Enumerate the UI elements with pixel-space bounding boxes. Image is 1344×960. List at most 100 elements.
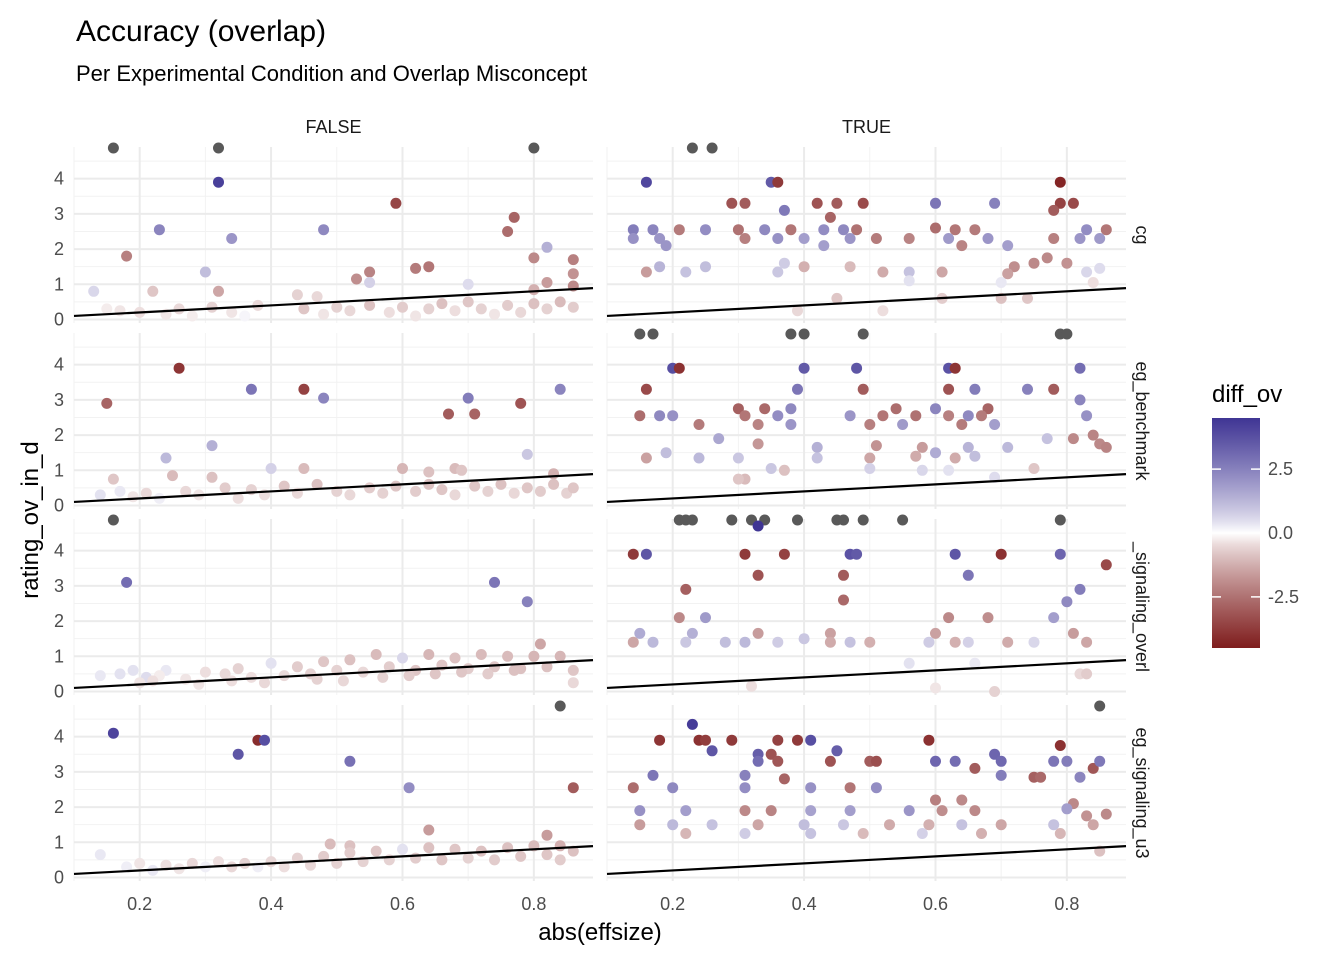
data-point — [226, 675, 238, 687]
data-point — [969, 450, 981, 462]
data-point — [864, 419, 876, 430]
data-point — [778, 257, 790, 269]
data-point — [949, 362, 961, 374]
data-point — [423, 478, 435, 490]
data-point — [752, 419, 764, 430]
data-point — [449, 489, 461, 501]
data-point — [713, 433, 725, 445]
data-point — [1074, 362, 1086, 374]
data-point — [627, 233, 639, 244]
data-point — [107, 514, 119, 526]
data-point — [989, 686, 1001, 697]
data-point — [916, 828, 928, 839]
data-point — [1074, 771, 1086, 783]
data-point — [792, 305, 803, 317]
data-point — [989, 197, 1001, 209]
data-point — [1061, 755, 1073, 767]
data-point — [94, 670, 106, 682]
data-point — [206, 471, 218, 483]
data-point — [824, 636, 836, 648]
data-point — [528, 284, 540, 296]
panel-cg-FALSE: 0 1 2 3 4 — [54, 142, 594, 329]
data-point — [1054, 740, 1066, 751]
data-point — [567, 301, 579, 313]
data-point — [1022, 292, 1033, 304]
data-point — [739, 636, 751, 648]
y-tick-label: 3 — [54, 204, 64, 224]
data-point — [798, 819, 810, 831]
data-point — [173, 362, 185, 374]
data-point — [1100, 441, 1112, 453]
data-point — [318, 850, 330, 862]
data-point — [627, 636, 639, 648]
data-point — [318, 392, 330, 404]
data-point — [495, 478, 507, 490]
data-point — [469, 408, 481, 420]
data-point — [521, 482, 533, 494]
data-point — [930, 222, 941, 234]
data-point — [219, 668, 231, 680]
data-point — [627, 782, 639, 794]
data-point — [805, 805, 817, 817]
panel-eg_signaling_u3-FALSE: 0 1 2 3 4 0.2 0.4 0.6 0.8 — [54, 700, 594, 914]
data-point — [462, 278, 474, 290]
data-point — [1100, 559, 1112, 571]
data-point — [700, 612, 711, 624]
data-point — [383, 306, 395, 318]
data-point — [739, 769, 751, 781]
data-point — [410, 310, 422, 322]
data-point — [1081, 224, 1093, 236]
data-point — [265, 657, 277, 669]
data-point — [541, 241, 553, 253]
data-point — [482, 485, 494, 497]
data-point — [114, 668, 126, 680]
data-point — [976, 828, 987, 839]
data-point — [554, 650, 566, 662]
data-point — [798, 328, 810, 340]
data-point — [995, 548, 1007, 560]
data-point — [752, 520, 764, 532]
y-tick-label: 1 — [54, 274, 64, 294]
data-point — [298, 383, 310, 395]
data-point — [634, 410, 646, 422]
data-point — [167, 470, 178, 482]
data-point — [554, 700, 566, 712]
data-point — [686, 718, 698, 730]
data-point — [640, 383, 652, 395]
data-point — [449, 652, 461, 664]
data-point — [943, 233, 955, 244]
data-point — [739, 548, 751, 560]
data-point — [693, 419, 705, 430]
data-point — [785, 403, 797, 415]
data-point — [140, 487, 152, 499]
data-point — [903, 275, 915, 287]
data-point — [541, 849, 553, 861]
data-point — [232, 663, 244, 675]
data-point — [995, 277, 1007, 288]
data-point — [647, 636, 659, 648]
data-point — [903, 657, 915, 669]
data-point — [903, 266, 915, 278]
data-point — [153, 224, 165, 236]
data-point — [1087, 429, 1099, 441]
data-point — [475, 649, 487, 660]
data-point — [1048, 755, 1060, 767]
data-point — [397, 463, 408, 474]
data-point — [923, 636, 935, 648]
data-point — [377, 671, 389, 683]
data-point — [298, 303, 310, 315]
data-point — [851, 362, 863, 374]
data-point — [213, 285, 224, 297]
data-point — [528, 142, 540, 154]
data-point — [567, 677, 579, 689]
data-point — [877, 266, 889, 278]
data-point — [989, 419, 1001, 430]
data-point — [739, 782, 751, 794]
data-point — [700, 734, 711, 746]
data-point — [739, 233, 751, 244]
data-point — [772, 636, 784, 648]
data-point — [567, 254, 579, 266]
data-point — [772, 410, 784, 422]
data-point — [693, 452, 705, 464]
data-point — [311, 291, 323, 303]
